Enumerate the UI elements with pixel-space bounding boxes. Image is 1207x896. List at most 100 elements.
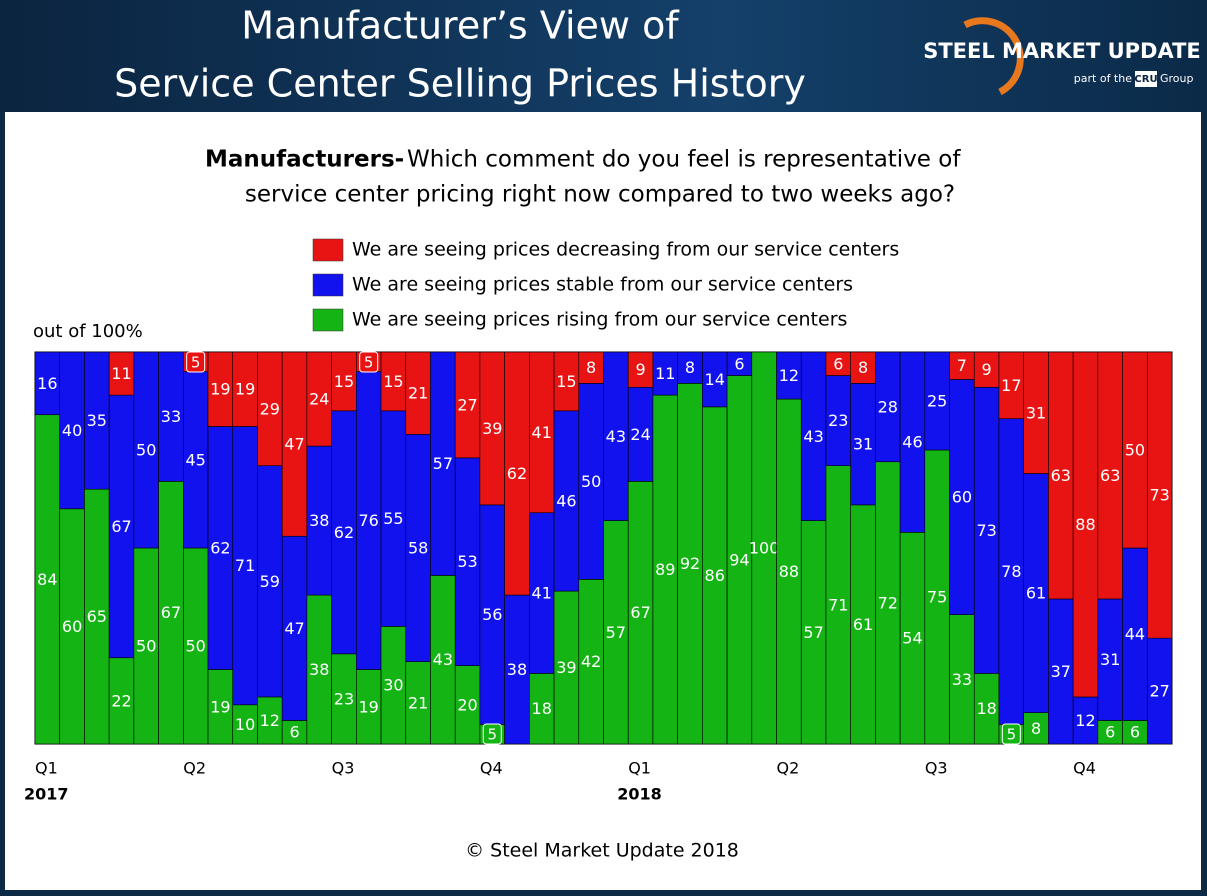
value-label: 12 <box>1075 711 1095 730</box>
bar-segment <box>973 351 1000 388</box>
bar-segment <box>875 461 901 745</box>
bar-segment <box>158 351 184 482</box>
x-tick-label: Q4 <box>1073 759 1096 778</box>
bar-segment <box>356 371 382 670</box>
value-label: 18 <box>532 699 552 718</box>
value-label: 39 <box>482 419 502 438</box>
value-label: 20 <box>457 695 477 714</box>
value-label: 6 <box>734 354 744 373</box>
x-tick-label: Q2 <box>183 759 206 778</box>
bar-segment <box>430 575 456 745</box>
bar-segment <box>998 351 1024 419</box>
value-label: 38 <box>507 660 527 679</box>
unit-note: out of 100% <box>33 321 143 342</box>
bar-segment <box>603 520 629 745</box>
value-label: 19 <box>359 697 379 716</box>
value-label: 31 <box>853 435 873 454</box>
value-label: 21 <box>408 384 428 403</box>
bar-segment <box>232 351 258 427</box>
bar-segment <box>158 481 184 745</box>
value-label: 45 <box>185 450 205 469</box>
value-label: 43 <box>606 427 626 446</box>
value-label: 27 <box>457 395 477 414</box>
value-label: 71 <box>235 556 255 575</box>
bar-segment <box>627 481 654 745</box>
value-label-box <box>359 351 379 373</box>
bar-segment <box>133 351 159 549</box>
bar-segment <box>875 351 901 463</box>
bar-segment <box>850 351 876 384</box>
subtitle: service center pricing right now compare… <box>245 182 955 208</box>
value-label: 73 <box>1149 486 1169 505</box>
value-label: 50 <box>136 637 156 656</box>
bar-segment <box>306 445 332 596</box>
logo-badge: CRU <box>1134 74 1157 85</box>
bar-segment <box>232 426 258 706</box>
legend-label: We are seeing prices decreasing from our… <box>352 239 899 261</box>
value-label: 44 <box>1125 625 1145 644</box>
bar-segment <box>454 351 481 459</box>
value-label: 5 <box>364 354 374 372</box>
value-label: 6 <box>1130 723 1140 742</box>
value-label: 12 <box>779 366 799 385</box>
bar-segment <box>405 434 431 662</box>
logo-brand: STEEL MARKET UPDATE <box>923 39 1201 63</box>
value-label: 37 <box>1051 662 1071 681</box>
value-label: 23 <box>334 689 354 708</box>
value-label: 59 <box>260 572 280 591</box>
value-label: 60 <box>62 617 82 636</box>
value-label: 30 <box>383 676 403 695</box>
value-label: 50 <box>185 637 205 656</box>
value-label: 8 <box>685 358 695 377</box>
bar-segment <box>776 398 802 745</box>
bar-segment <box>108 657 135 745</box>
value-label: 41 <box>532 584 552 603</box>
bar-segment <box>726 375 753 745</box>
value-label: 58 <box>408 539 428 558</box>
bar-segment <box>924 351 950 451</box>
legend-swatch <box>312 308 344 332</box>
value-label: 5 <box>1007 726 1017 744</box>
bar-segment <box>776 351 802 400</box>
value-label: 39 <box>556 658 576 677</box>
bar-segment <box>405 661 431 745</box>
value-label-box <box>186 351 206 373</box>
legend-label: We are seeing prices rising from our ser… <box>352 309 847 331</box>
subtitle-bold: Manufacturers- <box>205 147 404 173</box>
bar-segment <box>949 351 975 380</box>
bar-segment <box>380 626 407 745</box>
value-label: 57 <box>433 454 453 473</box>
bar-segment <box>306 351 332 447</box>
value-label-box <box>482 723 502 745</box>
value-label: 27 <box>1149 682 1169 701</box>
value-label: 31 <box>1100 650 1120 669</box>
bar-segment <box>949 379 975 615</box>
bar-segment <box>430 351 456 576</box>
bar-segment <box>207 351 234 427</box>
value-label: 9 <box>635 360 645 379</box>
value-label: 5 <box>487 726 497 744</box>
value-label: 100 <box>749 539 780 558</box>
bar-segment <box>553 410 580 592</box>
value-label: 92 <box>680 554 700 573</box>
value-label: 72 <box>878 593 898 612</box>
bar-segment <box>34 351 61 416</box>
bar-segment <box>454 665 481 745</box>
value-label: 53 <box>457 552 477 571</box>
value-label: 86 <box>705 566 725 585</box>
bar-segment <box>108 351 135 396</box>
bar-segment <box>380 351 407 412</box>
value-label: 24 <box>309 390 329 409</box>
value-label: 61 <box>1026 584 1046 603</box>
value-label: 46 <box>556 491 576 510</box>
value-label: 40 <box>62 421 82 440</box>
bar-segment <box>306 594 332 745</box>
value-label: 15 <box>334 372 354 391</box>
value-label: 42 <box>581 652 601 671</box>
value-label: 88 <box>779 562 799 581</box>
bar-segment <box>59 508 85 745</box>
bar-segment <box>1048 351 1074 600</box>
value-label: 65 <box>87 607 107 626</box>
value-label: 6 <box>833 354 843 373</box>
